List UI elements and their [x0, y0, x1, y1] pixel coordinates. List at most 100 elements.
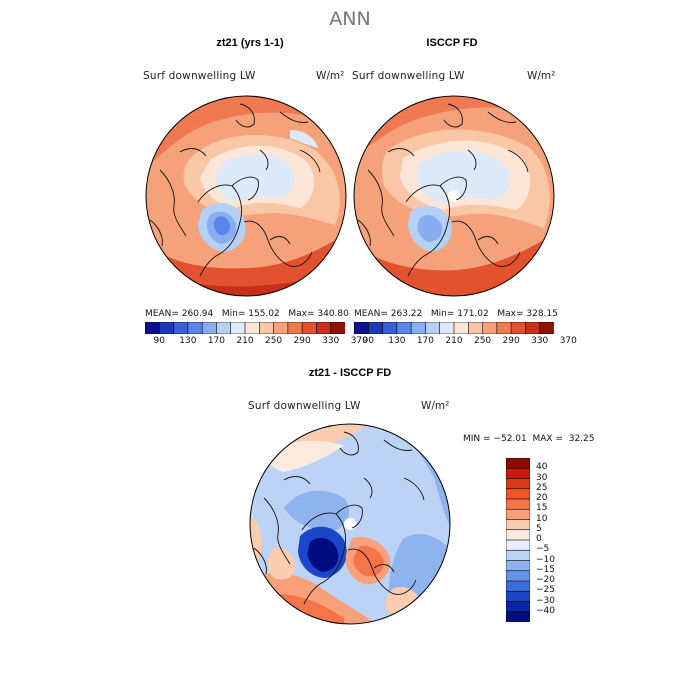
panel2-colorbar-swatch	[439, 322, 455, 334]
panel1-mean-label: MEAN=	[145, 309, 179, 319]
panel3-colorbar-tick-label: −30	[536, 595, 555, 606]
panel3-colorbar-tick-label: 40	[536, 462, 548, 473]
panel1-colorbar-swatch	[273, 322, 289, 334]
panel3-units-label: W/m²	[421, 400, 450, 412]
panel3-max-label: MAX =	[532, 434, 563, 444]
panel2-colorbar	[354, 322, 554, 334]
panel3-min-value: −52.01	[493, 434, 527, 444]
panel1-colorbar-tick-label: 210	[236, 336, 254, 346]
panel2-colorbar-swatch	[482, 322, 498, 334]
panel3-colorbar-swatch	[506, 458, 530, 469]
panel1-colorbar-swatch	[287, 322, 303, 334]
panel3-colorbar-tick-label: 15	[536, 503, 548, 514]
panel1-max-value: 340.80	[317, 309, 349, 319]
panel3-colorbar-swatch	[506, 601, 530, 613]
panel2-max-value: 328.15	[526, 309, 558, 319]
panel2-variable-label: Surf downwelling LW	[352, 70, 465, 82]
panel3-min-label: MIN =	[463, 434, 491, 444]
panel1-colorbar-swatch	[201, 322, 218, 334]
panel2-colorbar-swatch	[354, 322, 369, 334]
panel1-title: zt21 (yrs 1-1)	[216, 37, 284, 49]
panel1-stats: MEAN= 260.94 Min= 155.02 Max= 340.80	[145, 309, 349, 319]
panel2-units-label: W/m²	[527, 70, 556, 82]
panel3-colorbar-tick-label: 25	[536, 482, 548, 493]
panel3-colorbar-ticks: 40 30 25 20 15 10 5 0 −5 −10 −15 −20 −25 −30 −40	[536, 458, 576, 622]
panel3-colorbar-swatch	[506, 488, 530, 500]
panel2-min-label: Min=	[430, 309, 455, 319]
panel1-min-label: Min=	[221, 309, 246, 319]
panel3-stats: MIN = −52.01 MAX = 32.25	[463, 434, 594, 444]
panel3-colorbar-tick-label: −10	[536, 554, 555, 565]
panel3-colorbar	[506, 458, 530, 622]
panel1-colorbar-swatch	[158, 322, 175, 334]
panel1-colorbar-swatch	[301, 322, 318, 334]
panel3-colorbar-tick-label: −5	[536, 544, 550, 555]
panel3-colorbar-tick-label: 20	[536, 493, 548, 503]
panel2-colorbar-tick-label: 170	[416, 336, 435, 346]
panel1-colorbar-swatch	[244, 322, 260, 334]
panel2-colorbar-swatch	[396, 322, 412, 334]
panel2-stats: MEAN= 263.22 Min= 171.02 Max= 328.15	[354, 309, 558, 319]
panel2-colorbar-tick-label: 330	[531, 336, 549, 346]
panel2-colorbar-swatch	[525, 322, 541, 334]
panel1-variable-label: Surf downwelling LW	[143, 70, 256, 82]
panel3-colorbar-swatch	[506, 529, 530, 541]
panel1-units-label: W/m²	[316, 70, 345, 82]
panel2-title: ISCCP FD	[426, 37, 478, 49]
panel1-colorbar-swatch	[173, 322, 189, 334]
panel1-max-label: Max=	[288, 309, 315, 319]
panel3-colorbar-tick-label: −20	[536, 575, 555, 585]
panel3-variable-label: Surf downwelling LW	[248, 400, 361, 412]
panel3-colorbar-swatch	[506, 519, 530, 531]
panel2-colorbar-swatch	[467, 322, 484, 334]
panel3-max-value: 32.25	[568, 434, 595, 444]
panel2-colorbar-tick-label: 210	[445, 336, 463, 346]
panel3-colorbar-swatch	[506, 580, 530, 592]
panel3-title: zt21 - ISCCP FD	[308, 367, 392, 379]
panel2-colorbar-ticks: 90 130 170 210 250 290 330 370	[354, 336, 577, 348]
panel1-colorbar	[145, 322, 345, 334]
panel1-colorbar-swatch	[316, 322, 332, 334]
panel3-colorbar-swatch	[506, 508, 530, 521]
panel2-min-value: 171.02	[457, 309, 489, 319]
panel1-colorbar-swatch	[187, 322, 203, 334]
panel3-colorbar-tick-label: −40	[536, 605, 555, 616]
panel3-colorbar-tick-label: 10	[536, 513, 548, 524]
panel2-colorbar-swatch	[453, 322, 469, 334]
panel2-polar-map	[353, 95, 555, 297]
panel1-colorbar-swatch	[145, 322, 160, 334]
panel2-mean-value: 263.22	[390, 309, 423, 319]
panel3-polar-map	[249, 423, 451, 625]
panel2-colorbar-swatch	[425, 322, 441, 334]
panel1-colorbar-tick-label: 170	[207, 336, 226, 346]
panel2-colorbar-swatch	[510, 322, 527, 334]
panel3-colorbar-swatch	[506, 539, 530, 551]
panel3-colorbar-swatch	[506, 611, 530, 622]
panel2-colorbar-swatch	[382, 322, 398, 334]
panel1-colorbar-tick-label: 90	[153, 336, 165, 346]
panel1-colorbar-tick-label: 330	[322, 336, 340, 346]
panel1-colorbar-swatch	[258, 322, 275, 334]
panel3-colorbar-tick-label: 0	[536, 534, 542, 544]
panel2-max-label: Max=	[497, 309, 524, 319]
panel1-colorbar-swatch	[216, 322, 232, 334]
panel2-colorbar-swatch	[367, 322, 384, 334]
panel3-colorbar-tick-label: −15	[536, 564, 555, 575]
panel3-colorbar-swatch	[506, 498, 530, 510]
panel1-colorbar-tick-label: 130	[179, 336, 197, 346]
panel1-colorbar-tick-label: 250	[264, 336, 283, 346]
panel1-min-value: 155.02	[248, 309, 280, 319]
panel1-colorbar-swatch	[230, 322, 246, 334]
panel1-colorbar-swatch	[330, 322, 345, 334]
panel2-colorbar-tick-label: 290	[502, 336, 520, 346]
panel2-colorbar-tick-label: 130	[388, 336, 406, 346]
panel1-polar-map	[145, 95, 347, 297]
panel3-colorbar-tick-label: 5	[536, 523, 542, 534]
panel3-colorbar-tick-label: 30	[536, 472, 548, 483]
panel2-colorbar-swatch	[539, 322, 554, 334]
panel2-colorbar-swatch	[410, 322, 427, 334]
panel1-colorbar-tick-label: 290	[293, 336, 311, 346]
panel3-colorbar-swatch	[506, 549, 530, 562]
panel3-colorbar-swatch	[506, 467, 530, 480]
panel1-colorbar-ticks: 90 130 170 210 250 290 330 370	[145, 336, 368, 348]
